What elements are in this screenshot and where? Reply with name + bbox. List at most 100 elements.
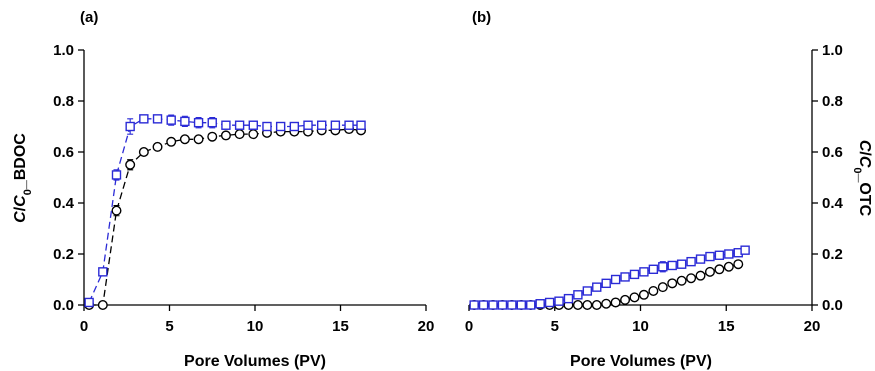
point-b-0-22 (676, 275, 687, 286)
x-tick-label-a-1: 5 (165, 318, 173, 335)
y-tick-label-b-2: 0.4 (822, 195, 844, 212)
point-b-1-18 (639, 267, 649, 277)
point-b-0-12 (582, 300, 593, 311)
panel-a: (a) Pore Volumes (PV) C/C0_BDOC 0 5 10 15 20… (12, 9, 434, 370)
point-a-0-1 (97, 300, 108, 311)
y-title-b-suffix: _OTC (856, 173, 873, 217)
x-tick-label-b-1: 5 (551, 318, 559, 335)
x-tick-label-b-4: 20 (804, 318, 821, 335)
point-b-1-16 (620, 272, 630, 282)
y-title-a-slash: / (12, 206, 29, 211)
point-a-1-9 (207, 117, 217, 128)
point-a-1-13 (262, 121, 272, 132)
point-b-1-26 (714, 250, 725, 260)
point-a-0-3 (125, 159, 136, 170)
point-b-1-12 (582, 286, 593, 296)
point-a-1-18 (330, 120, 341, 130)
point-a-1-12 (248, 120, 258, 130)
point-a-1-20 (356, 120, 366, 130)
x-tick-label-a-3: 15 (332, 318, 349, 335)
point-b-1-20 (658, 262, 668, 272)
series-line-a-0 (89, 128, 362, 306)
point-b-1-3 (497, 300, 508, 310)
point-a-1-1 (98, 267, 108, 277)
x-tick-label-b-0: 0 (465, 318, 473, 335)
point-b-0-13 (591, 300, 602, 311)
point-a-0-10 (220, 130, 231, 141)
point-b-1-1 (478, 300, 489, 310)
point-a-1-6 (166, 115, 176, 125)
y-axis-title-a: C/C0_BDOC (12, 133, 34, 223)
point-a-1-16 (303, 120, 313, 130)
y-tick-label-a-4: 0.8 (53, 93, 74, 110)
point-a-1-19 (344, 120, 354, 130)
point-b-1-8 (544, 297, 555, 308)
point-a-1-11 (234, 120, 245, 130)
panel-label-b: (b) (472, 9, 491, 26)
point-a-1-14 (275, 121, 286, 132)
point-b-1-6 (526, 300, 536, 310)
y-axis-title-b: C/C0_OTC (851, 140, 873, 217)
point-b-0-20 (657, 282, 668, 293)
x-tick-label-b-3: 15 (718, 318, 735, 335)
x-tick-label-a-4: 20 (418, 318, 435, 335)
point-b-0-27 (723, 261, 734, 272)
point-a-1-10 (221, 120, 231, 130)
point-b-1-23 (686, 256, 696, 267)
point-b-0-15 (610, 297, 621, 308)
point-a-1-3 (125, 121, 135, 132)
point-b-1-29 (740, 245, 750, 255)
y-title-a-c: C (12, 211, 29, 223)
point-b-0-16 (620, 294, 631, 305)
y-tick-label-a-2: 0.4 (53, 195, 75, 212)
point-b-0-14 (601, 298, 612, 309)
y-tick-label-b-1: 0.2 (822, 246, 843, 263)
y-title-a-c0: C (12, 195, 29, 207)
point-a-1-15 (289, 121, 300, 132)
point-b-1-24 (695, 254, 706, 264)
y-tick-label-a-1: 0.2 (53, 246, 74, 263)
y-tick-label-b-5: 1.0 (822, 42, 843, 59)
y-title-a-suffix: _BDOC (12, 133, 29, 190)
point-b-0-19 (648, 285, 659, 296)
x-axis-title-a: Pore Volumes (PV) (184, 353, 326, 370)
point-a-0-12 (248, 129, 259, 140)
point-a-1-7 (180, 116, 190, 127)
series-line-a-1 (88, 118, 361, 303)
point-a-0-2 (111, 205, 122, 216)
point-a-1-5 (152, 114, 163, 124)
point-b-0-18 (638, 289, 649, 300)
point-b-1-0 (469, 300, 479, 310)
y-title-b-sub: 0 (851, 167, 863, 173)
point-a-1-8 (193, 117, 204, 128)
point-a-1-4 (139, 114, 149, 124)
point-a-0-8 (193, 134, 204, 145)
y-title-b-slash: / (856, 151, 873, 156)
point-a-0-6 (166, 136, 177, 147)
point-b-1-10 (563, 293, 574, 304)
point-b-1-2 (488, 300, 498, 310)
y-tick-label-b-3: 0.6 (822, 144, 843, 161)
y-tick-label-b-4: 0.8 (822, 93, 843, 110)
point-b-1-4 (507, 300, 517, 310)
point-b-1-15 (610, 274, 621, 285)
point-b-0-25 (704, 266, 715, 277)
y-tick-label-a-5: 1.0 (53, 42, 74, 59)
panel-b: (b) Pore Volumes (PV) C/C0_OTC 0 5 10 15 200… (465, 9, 873, 370)
point-b-1-7 (535, 299, 545, 309)
point-b-1-22 (676, 259, 687, 269)
point-b-0-17 (629, 292, 640, 303)
point-b-1-13 (592, 282, 602, 292)
point-b-0-26 (714, 264, 725, 275)
point-a-0-9 (207, 131, 218, 142)
x-tick-label-a-0: 0 (80, 318, 88, 335)
y-title-a-sub: 0 (22, 189, 34, 195)
point-a-0-11 (234, 129, 245, 140)
y-tick-label-a-3: 0.6 (53, 144, 74, 161)
point-a-1-17 (316, 120, 327, 130)
y-title-b-c0: C (856, 156, 873, 168)
point-b-1-25 (705, 251, 715, 262)
point-b-1-9 (554, 296, 564, 306)
y-title-b-c: C (856, 140, 873, 152)
point-b-0-24 (695, 270, 706, 281)
